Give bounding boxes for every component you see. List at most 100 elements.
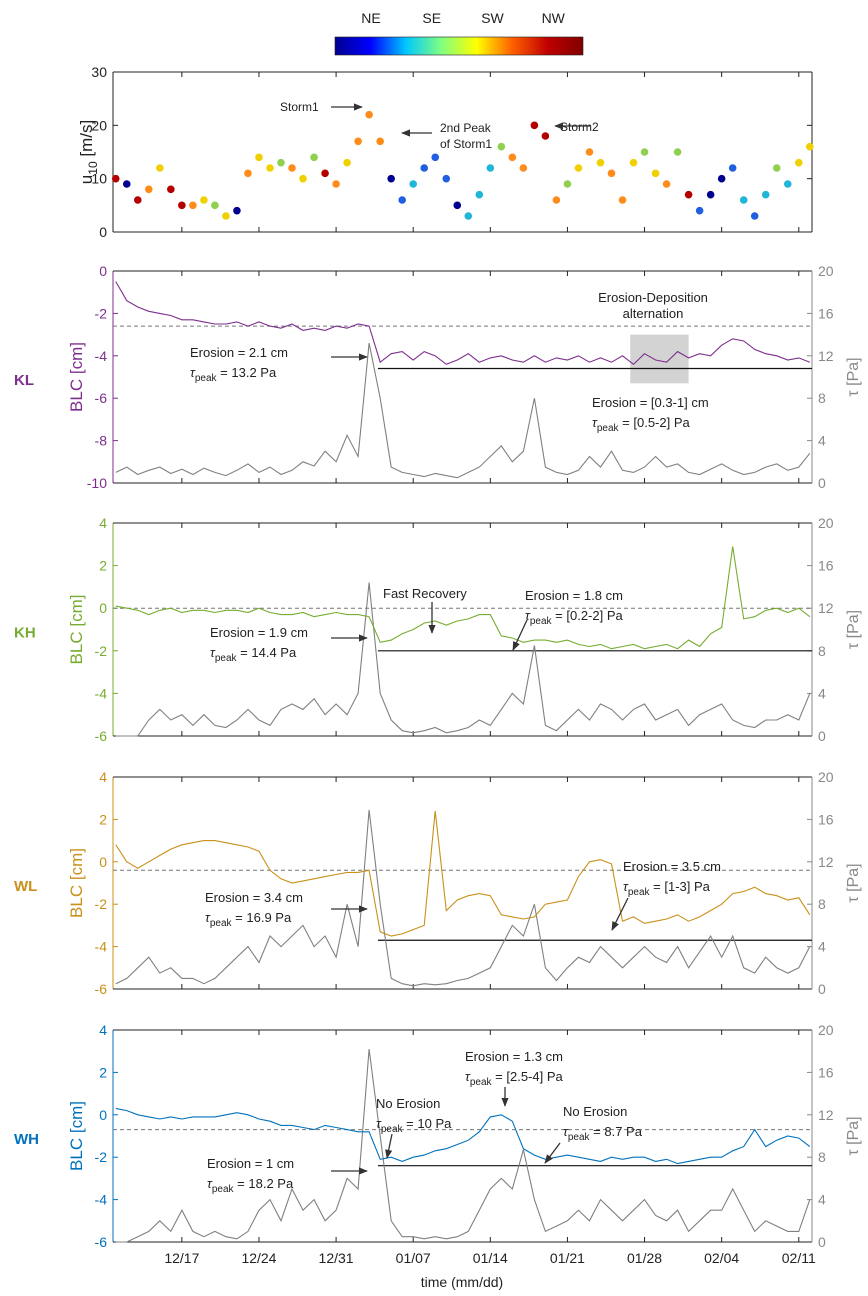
wind-point bbox=[387, 174, 395, 183]
wind-point bbox=[420, 164, 429, 172]
y-tick-label: -2 bbox=[95, 1149, 108, 1165]
y-tick-label: -6 bbox=[95, 981, 108, 997]
wind-point bbox=[486, 164, 495, 172]
tau-symbol: τ bbox=[210, 645, 216, 660]
y2-tick-label: 20 bbox=[818, 1022, 834, 1038]
y2-tick-label: 16 bbox=[818, 811, 834, 827]
y2-tick-label: 12 bbox=[818, 854, 834, 870]
arrow bbox=[385, 1133, 393, 1159]
blc-line bbox=[115, 1107, 811, 1165]
wind-point bbox=[673, 148, 682, 156]
tau-value: = [0.5-2] Pa bbox=[619, 415, 691, 430]
wind-point bbox=[508, 153, 517, 162]
y-tick-label: 0 bbox=[99, 600, 107, 616]
annotation: Storm2 bbox=[560, 120, 599, 134]
wind-point bbox=[464, 212, 473, 220]
tau-value: = 13.2 Pa bbox=[217, 365, 277, 380]
tau-value: = 14.4 Pa bbox=[237, 645, 297, 660]
wind-point bbox=[178, 201, 186, 210]
x-tick-label: 02/04 bbox=[704, 1250, 739, 1266]
y2-tick-label: 12 bbox=[818, 1107, 834, 1123]
annotation: Erosion = [0.3-1] cm bbox=[592, 395, 709, 410]
y-tick-label: -6 bbox=[95, 390, 108, 406]
x-tick-label: 01/21 bbox=[550, 1250, 585, 1266]
wind-point bbox=[629, 158, 638, 167]
y-tick-label: 2 bbox=[99, 1064, 107, 1080]
y-tick-label: 0 bbox=[99, 263, 107, 279]
y2-tick-label: 20 bbox=[818, 769, 834, 785]
wind-point bbox=[596, 158, 605, 167]
blc-line bbox=[115, 810, 811, 937]
y-axis-label: u10 [m/s] bbox=[77, 120, 100, 184]
wind-point bbox=[772, 164, 781, 172]
y-tick-label: 10 bbox=[91, 171, 107, 187]
annotation-tau: τpeak = 10 Pa bbox=[376, 1116, 452, 1135]
tau-symbol: τ bbox=[592, 415, 598, 430]
shear-stress-line bbox=[115, 1049, 811, 1243]
tau-value: = 16.9 Pa bbox=[232, 910, 292, 925]
annotation: No Erosion bbox=[376, 1096, 440, 1111]
annotation-tau: τpeak = 14.4 Pa bbox=[210, 645, 297, 664]
wind-point bbox=[607, 169, 616, 178]
tau-symbol: τ bbox=[465, 1069, 471, 1084]
tau-subscript: peak bbox=[381, 1124, 404, 1135]
tau-symbol: τ bbox=[376, 1116, 382, 1131]
wind-point bbox=[365, 110, 373, 119]
y-tick-label: 4 bbox=[99, 1022, 107, 1038]
annotation-tau: τpeak = [1-3] Pa bbox=[623, 879, 711, 898]
wind-point bbox=[728, 164, 737, 172]
annotation: of Storm1 bbox=[440, 137, 492, 151]
wind-point bbox=[519, 164, 528, 172]
annotation: Erosion = 1 cm bbox=[207, 1156, 294, 1171]
y2-tick-label: 16 bbox=[818, 1064, 834, 1080]
wind-point bbox=[717, 174, 726, 183]
y2-tick-label: 0 bbox=[818, 1234, 826, 1250]
tau-symbol: τ bbox=[205, 910, 211, 925]
tau-subscript: peak bbox=[215, 653, 238, 664]
tau-symbol: τ bbox=[190, 365, 196, 380]
wind-point bbox=[111, 174, 120, 183]
y2-tick-label: 16 bbox=[818, 558, 834, 574]
y-tick-label: -10 bbox=[87, 475, 107, 491]
wind-point bbox=[552, 196, 561, 204]
annotation-tau: τpeak = [0.5-2] Pa bbox=[592, 415, 691, 434]
annotation-tau: τpeak = 18.2 Pa bbox=[207, 1176, 294, 1195]
tau-subscript: peak bbox=[568, 1132, 591, 1143]
wind-point bbox=[310, 153, 318, 162]
tau-value: = 8.7 Pa bbox=[590, 1124, 643, 1139]
blc-line bbox=[115, 546, 811, 650]
colorbar-label: NW bbox=[542, 10, 566, 26]
panel-label: KL bbox=[14, 372, 34, 389]
tau-subscript: peak bbox=[597, 423, 620, 434]
blc-line bbox=[115, 281, 811, 366]
wind-point bbox=[750, 212, 759, 220]
y2-tick-label: 0 bbox=[818, 981, 826, 997]
panel-label: WL bbox=[14, 878, 37, 895]
x-tick-label: 02/11 bbox=[782, 1250, 816, 1266]
wind-point bbox=[805, 142, 814, 151]
y-axis-label: BLC [cm] bbox=[67, 342, 86, 412]
y-axis-label-sub: 10 bbox=[86, 161, 100, 175]
panel: 0 10 20 30 u10 [m/s] Storm1 2nd Peak of Storm1 S… bbox=[77, 64, 814, 240]
wind-point bbox=[585, 148, 594, 156]
annotation: Erosion = 1.3 cm bbox=[465, 1049, 563, 1064]
x-tick-label: 12/17 bbox=[164, 1250, 199, 1266]
y2-tick-label: 0 bbox=[818, 475, 826, 491]
tau-value: = 10 Pa bbox=[403, 1116, 453, 1131]
panel: -10 -8 -6 -4 -2 0 0 4 8 12 16 20 τ [Pa] BLC [cm] KL Ero… bbox=[14, 263, 862, 491]
wind-point bbox=[189, 201, 197, 210]
wind-point bbox=[167, 185, 175, 194]
tau-symbol: τ bbox=[563, 1124, 569, 1139]
y-axis-label: BLC [cm] bbox=[67, 595, 86, 665]
annotation-tau: τpeak = [0.2-2] Pa bbox=[525, 608, 624, 627]
y-tick-label: 4 bbox=[99, 515, 107, 531]
wind-point bbox=[695, 206, 704, 215]
x-tick-label: 01/14 bbox=[473, 1250, 508, 1266]
wind-point bbox=[288, 164, 296, 172]
y-axis-label-part: u bbox=[77, 175, 96, 184]
wind-point bbox=[299, 174, 307, 183]
tau-subscript: peak bbox=[195, 373, 218, 384]
y-tick-label: 0 bbox=[99, 224, 107, 240]
wind-point bbox=[651, 169, 660, 178]
